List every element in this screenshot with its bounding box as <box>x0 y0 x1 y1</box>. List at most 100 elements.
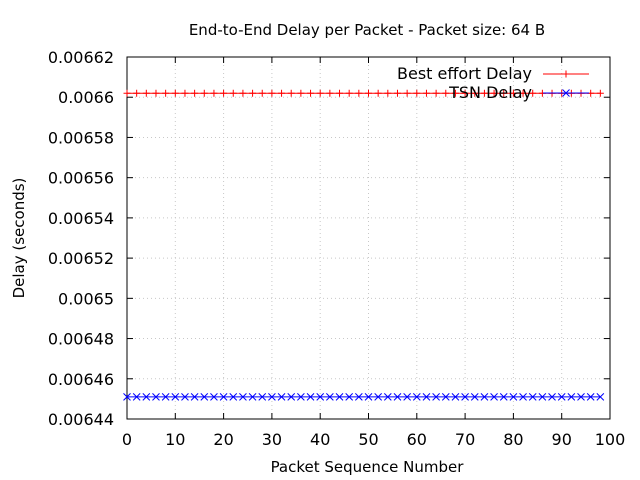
data-point <box>210 393 218 401</box>
data-point <box>499 393 508 401</box>
x-axis: 0 10 20 30 40 50 60 70 80 90 100 <box>122 57 625 449</box>
x-tick-label: 0 <box>122 430 132 449</box>
x-tick-label: 40 <box>310 430 330 449</box>
y-tick-label: 0.00646 <box>48 370 114 389</box>
legend-marker <box>562 89 570 97</box>
data-point <box>142 393 151 401</box>
x-tick-label: 100 <box>595 430 626 449</box>
data-point <box>490 89 498 97</box>
y-tick-label: 0.00656 <box>48 169 114 188</box>
data-point <box>471 89 479 97</box>
data-point <box>123 89 131 97</box>
data-point <box>287 393 296 401</box>
x-tick-label: 80 <box>503 430 523 449</box>
data-point <box>365 89 372 97</box>
x-tick-label: 10 <box>165 430 185 449</box>
legend-marker <box>562 70 570 78</box>
data-point <box>326 393 334 401</box>
legend-label: Best effort Delay <box>397 64 532 83</box>
x-tick-label: 90 <box>552 430 572 449</box>
data-point <box>596 393 605 401</box>
chart-title: End-to-End Delay per Packet - Packet siz… <box>189 21 545 39</box>
data-point <box>413 89 421 97</box>
data-point <box>480 89 488 97</box>
data-point <box>374 89 382 97</box>
y-tick-label: 0.00662 <box>48 48 114 67</box>
data-point <box>384 89 392 97</box>
data-point <box>509 393 518 401</box>
data-point <box>422 393 431 401</box>
data-point <box>557 393 566 401</box>
data-point <box>528 393 537 401</box>
data-point <box>577 393 585 401</box>
data-point <box>123 393 131 401</box>
y-axis: 0.00644 0.00646 0.00648 0.0065 0.00652 0.0065… <box>48 48 610 429</box>
data-point <box>307 89 315 97</box>
data-point <box>229 89 237 97</box>
data-point <box>171 393 180 401</box>
y-tick-label: 0.00652 <box>48 249 114 268</box>
data-point <box>345 393 354 401</box>
data-point <box>132 393 141 401</box>
data-point <box>219 393 228 401</box>
data-point <box>220 89 228 97</box>
data-point <box>210 89 218 97</box>
data-point <box>161 393 170 401</box>
y-tick-label: 0.0066 <box>58 88 114 107</box>
data-point <box>509 89 517 97</box>
data-point <box>277 393 286 401</box>
data-point <box>451 89 459 97</box>
legend-label: TSN Delay <box>448 83 532 102</box>
y-tick-label: 0.00658 <box>48 128 114 147</box>
data-point <box>152 393 160 401</box>
data-point <box>432 393 440 401</box>
data-point <box>451 393 460 401</box>
data-point <box>393 89 401 97</box>
data-point <box>229 393 238 401</box>
data-point <box>306 393 315 401</box>
data-point <box>258 89 266 97</box>
y-axis-label: Delay (seconds) <box>10 178 28 299</box>
data-point <box>393 393 402 401</box>
data-point <box>171 89 179 97</box>
data-point <box>181 393 189 401</box>
data-point <box>403 89 411 97</box>
data-point <box>249 89 257 97</box>
data-point <box>190 393 199 401</box>
data-point <box>441 393 450 401</box>
grid <box>127 57 610 419</box>
y-tick-label: 0.00648 <box>48 330 114 349</box>
data-point <box>519 89 527 97</box>
data-point <box>200 89 208 97</box>
data-point <box>335 393 344 401</box>
data-point <box>500 89 508 97</box>
data-point <box>354 393 363 401</box>
data-point <box>239 89 247 97</box>
data-point <box>403 393 411 401</box>
data-point <box>490 393 498 401</box>
data-point <box>480 393 489 401</box>
data-point <box>142 89 150 97</box>
data-point <box>200 393 209 401</box>
data-point <box>133 89 141 97</box>
data-point <box>191 89 199 97</box>
data-point <box>268 393 276 401</box>
series-tsn <box>123 393 605 401</box>
data-point <box>548 393 556 401</box>
data-point <box>278 89 286 97</box>
data-point <box>519 393 527 401</box>
x-tick-label: 70 <box>455 430 475 449</box>
data-point <box>152 89 160 97</box>
data-point <box>181 89 189 97</box>
data-point <box>316 393 325 401</box>
data-point <box>287 89 295 97</box>
x-tick-label: 20 <box>213 430 233 449</box>
data-point <box>442 89 450 97</box>
data-point <box>345 89 353 97</box>
data-point <box>374 393 383 401</box>
data-point <box>461 89 469 97</box>
data-point <box>596 89 604 97</box>
data-point <box>355 89 363 97</box>
